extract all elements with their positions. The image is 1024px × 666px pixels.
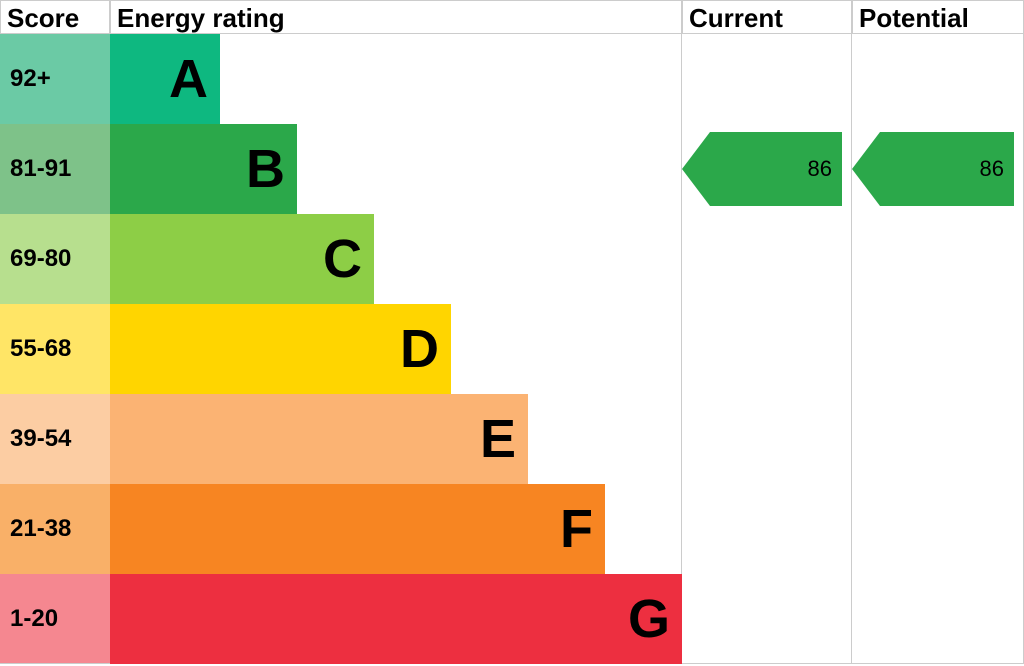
- band-row-b: 81-91B 86 86: [0, 124, 1024, 214]
- potential-cell: [852, 304, 1024, 394]
- band-row-g: 1-20G: [0, 574, 1024, 664]
- header-potential: Potential: [852, 0, 1024, 34]
- current-cell: [682, 574, 852, 663]
- rating-cell: D: [110, 304, 682, 394]
- score-range: 69-80: [0, 214, 110, 304]
- rating-cell: E: [110, 394, 682, 484]
- header-rating: Energy rating: [110, 0, 682, 34]
- band-row-d: 55-68D: [0, 304, 1024, 394]
- score-range: 21-38: [0, 484, 110, 574]
- score-range: 1-20: [0, 574, 110, 663]
- header-score: Score: [0, 0, 110, 34]
- header-current: Current: [682, 0, 852, 34]
- current-cell: [682, 484, 852, 574]
- rating-bar-b: B: [110, 124, 297, 214]
- energy-rating-chart: Score Energy rating Current Potential 92…: [0, 0, 1024, 666]
- rating-bar-f: F: [110, 484, 605, 574]
- current-cell: [682, 34, 852, 124]
- rating-bar-e: E: [110, 394, 528, 484]
- rating-bar-d: D: [110, 304, 451, 394]
- current-cell: [682, 214, 852, 304]
- score-range: 39-54: [0, 394, 110, 484]
- header-row: Score Energy rating Current Potential: [0, 0, 1024, 34]
- band-row-f: 21-38F: [0, 484, 1024, 574]
- current-cell: [682, 394, 852, 484]
- potential-cell: [852, 484, 1024, 574]
- rating-cell: A: [110, 34, 682, 124]
- score-range: 55-68: [0, 304, 110, 394]
- rating-cell: B: [110, 124, 682, 214]
- potential-arrow: 86: [880, 132, 1014, 206]
- band-row-e: 39-54E: [0, 394, 1024, 484]
- rating-bar-g: G: [110, 574, 682, 664]
- bands-container: 92+A81-91B 86 86 69-80C55-68D39-54E21-38F1-…: [0, 34, 1024, 664]
- rating-cell: C: [110, 214, 682, 304]
- rating-bar-a: A: [110, 34, 220, 124]
- potential-cell: 86: [852, 124, 1024, 214]
- band-row-c: 69-80C: [0, 214, 1024, 304]
- rating-bar-c: C: [110, 214, 374, 304]
- rating-cell: F: [110, 484, 682, 574]
- band-row-a: 92+A: [0, 34, 1024, 124]
- current-cell: [682, 304, 852, 394]
- score-range: 92+: [0, 34, 110, 124]
- potential-cell: [852, 214, 1024, 304]
- potential-cell: [852, 574, 1024, 663]
- potential-cell: [852, 34, 1024, 124]
- score-range: 81-91: [0, 124, 110, 214]
- potential-cell: [852, 394, 1024, 484]
- current-arrow: 86: [710, 132, 842, 206]
- rating-cell: G: [110, 574, 682, 663]
- current-cell: 86: [682, 124, 852, 214]
